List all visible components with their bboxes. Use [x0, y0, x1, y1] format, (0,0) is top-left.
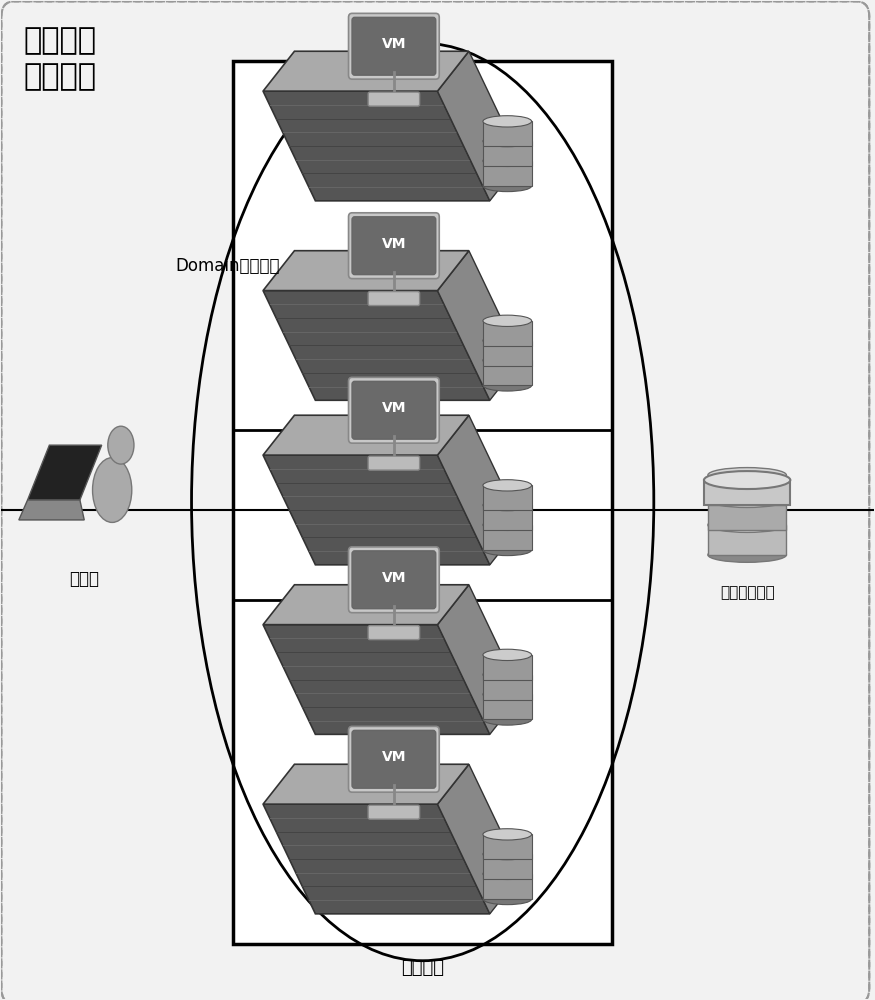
Polygon shape [263, 291, 490, 400]
FancyBboxPatch shape [352, 730, 436, 788]
FancyBboxPatch shape [368, 626, 420, 640]
Polygon shape [27, 445, 102, 500]
Ellipse shape [483, 135, 532, 147]
Ellipse shape [483, 380, 532, 391]
Bar [483, 854, 532, 879]
FancyBboxPatch shape [352, 551, 436, 609]
FancyBboxPatch shape [368, 92, 420, 106]
Ellipse shape [708, 547, 787, 562]
FancyBboxPatch shape [348, 547, 439, 613]
Ellipse shape [483, 829, 532, 840]
Ellipse shape [483, 649, 532, 661]
Bar [704, 480, 790, 505]
Ellipse shape [483, 180, 532, 192]
Bar [483, 121, 532, 146]
Text: VM: VM [382, 571, 406, 585]
Polygon shape [438, 585, 522, 734]
Ellipse shape [483, 480, 532, 491]
Bar [483, 360, 532, 385]
Bar [483, 141, 532, 166]
Polygon shape [263, 625, 490, 734]
Ellipse shape [708, 517, 787, 532]
Ellipse shape [93, 458, 132, 522]
Text: Domain（集群）: Domain（集群） [176, 257, 280, 275]
Bar [483, 675, 532, 700]
Polygon shape [263, 764, 469, 804]
Polygon shape [438, 51, 522, 201]
Bar [483, 161, 532, 186]
Bar [483, 694, 532, 719]
Polygon shape [438, 415, 522, 565]
Polygon shape [438, 251, 522, 400]
Bar [483, 485, 532, 510]
Bar [483, 834, 532, 859]
FancyBboxPatch shape [352, 217, 436, 275]
Polygon shape [263, 804, 490, 914]
Ellipse shape [483, 893, 532, 905]
FancyBboxPatch shape [352, 381, 436, 439]
Polygon shape [263, 51, 469, 91]
Polygon shape [263, 91, 490, 201]
Bar [483, 874, 532, 899]
Text: VM: VM [382, 237, 406, 251]
Ellipse shape [708, 468, 787, 483]
Text: 计算节点: 计算节点 [401, 959, 444, 977]
Ellipse shape [483, 335, 532, 346]
Bar [483, 525, 532, 550]
Ellipse shape [483, 714, 532, 725]
FancyBboxPatch shape [348, 726, 439, 792]
Text: 心跳、数据盘: 心跳、数据盘 [720, 585, 774, 600]
Bar [708, 500, 787, 530]
FancyBboxPatch shape [368, 456, 420, 470]
Ellipse shape [483, 669, 532, 680]
Ellipse shape [483, 519, 532, 530]
Ellipse shape [483, 499, 532, 511]
Ellipse shape [108, 426, 134, 464]
Ellipse shape [483, 315, 532, 326]
Ellipse shape [704, 471, 790, 489]
Ellipse shape [483, 848, 532, 860]
Bar [483, 655, 532, 680]
Bar [708, 525, 787, 555]
Polygon shape [263, 251, 469, 291]
Polygon shape [263, 585, 469, 625]
Text: VM: VM [382, 401, 406, 415]
FancyBboxPatch shape [368, 805, 420, 819]
Ellipse shape [483, 355, 532, 366]
Ellipse shape [483, 155, 532, 166]
FancyBboxPatch shape [348, 377, 439, 443]
Ellipse shape [483, 868, 532, 880]
Text: VM: VM [382, 37, 406, 51]
FancyBboxPatch shape [352, 17, 436, 75]
Text: VM: VM [382, 750, 406, 764]
FancyBboxPatch shape [368, 292, 420, 306]
Ellipse shape [483, 116, 532, 127]
Bar [483, 321, 532, 346]
Ellipse shape [483, 689, 532, 700]
Text: 服务器虚
拟化系统: 服务器虚 拟化系统 [24, 26, 96, 91]
Text: 管理员: 管理员 [69, 570, 99, 588]
Bar [483, 341, 532, 366]
Polygon shape [438, 764, 522, 914]
FancyBboxPatch shape [348, 213, 439, 279]
FancyBboxPatch shape [348, 13, 439, 79]
Ellipse shape [708, 493, 787, 507]
Polygon shape [263, 455, 490, 565]
Polygon shape [263, 415, 469, 455]
Ellipse shape [483, 544, 532, 556]
Bar [483, 505, 532, 530]
Bar [708, 475, 787, 505]
Bar [233, 61, 612, 944]
Polygon shape [19, 500, 84, 520]
